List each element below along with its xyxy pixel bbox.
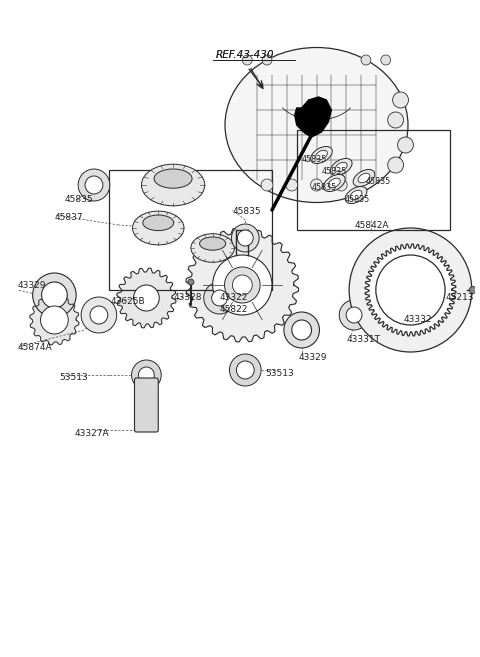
Circle shape — [85, 176, 103, 194]
Text: 53513: 53513 — [265, 369, 294, 378]
FancyBboxPatch shape — [134, 378, 158, 432]
Circle shape — [336, 179, 347, 191]
Circle shape — [393, 92, 408, 108]
Circle shape — [284, 312, 320, 348]
Text: 43322: 43322 — [219, 294, 248, 302]
Ellipse shape — [353, 170, 375, 187]
Text: 53513: 53513 — [60, 373, 88, 382]
Circle shape — [40, 306, 68, 334]
Circle shape — [212, 290, 228, 306]
Text: 45874A: 45874A — [18, 342, 52, 351]
Circle shape — [388, 112, 404, 128]
Ellipse shape — [345, 187, 367, 204]
Circle shape — [236, 361, 254, 379]
Ellipse shape — [311, 147, 332, 164]
Circle shape — [469, 286, 476, 294]
Ellipse shape — [142, 164, 205, 206]
Ellipse shape — [336, 162, 347, 171]
Circle shape — [238, 230, 253, 246]
Circle shape — [42, 282, 67, 308]
Circle shape — [349, 228, 472, 352]
Circle shape — [286, 179, 298, 191]
Text: REF.43-430: REF.43-430 — [216, 50, 274, 60]
Text: 43329: 43329 — [299, 353, 327, 361]
Circle shape — [339, 300, 369, 330]
Polygon shape — [365, 244, 456, 336]
Circle shape — [292, 320, 312, 340]
Text: 45835: 45835 — [312, 183, 337, 193]
Circle shape — [188, 279, 194, 285]
Circle shape — [381, 55, 391, 65]
Text: 43327A: 43327A — [74, 428, 109, 438]
Text: 45835: 45835 — [366, 177, 391, 187]
Circle shape — [90, 306, 108, 324]
Bar — [109, 170, 272, 290]
Text: 43331T: 43331T — [346, 336, 380, 344]
Circle shape — [388, 157, 404, 173]
Circle shape — [376, 255, 445, 325]
Circle shape — [132, 360, 161, 390]
Circle shape — [311, 179, 323, 191]
Ellipse shape — [200, 237, 226, 250]
Text: 43332: 43332 — [404, 315, 432, 325]
Text: REF.43-430: REF.43-430 — [216, 50, 274, 60]
Circle shape — [397, 137, 413, 153]
Polygon shape — [30, 295, 79, 345]
Circle shape — [33, 273, 76, 317]
Circle shape — [133, 285, 159, 311]
Ellipse shape — [324, 175, 345, 192]
Text: 45835: 45835 — [344, 196, 370, 204]
Text: 43329: 43329 — [18, 281, 46, 290]
Polygon shape — [186, 228, 299, 342]
Circle shape — [242, 55, 252, 65]
Text: 45835: 45835 — [64, 196, 93, 204]
Ellipse shape — [328, 178, 340, 188]
Polygon shape — [117, 268, 176, 328]
Circle shape — [386, 292, 402, 308]
Circle shape — [204, 282, 235, 314]
Circle shape — [378, 284, 409, 316]
Ellipse shape — [154, 169, 192, 188]
Circle shape — [261, 179, 273, 191]
Circle shape — [138, 367, 154, 383]
Ellipse shape — [143, 215, 174, 231]
Ellipse shape — [330, 158, 352, 175]
Ellipse shape — [191, 234, 234, 262]
Ellipse shape — [132, 211, 184, 245]
Circle shape — [346, 307, 362, 323]
Text: 45835: 45835 — [322, 168, 347, 177]
Text: 43213: 43213 — [445, 294, 474, 302]
Circle shape — [361, 55, 371, 65]
Ellipse shape — [225, 47, 408, 202]
Ellipse shape — [315, 150, 327, 160]
Text: 45837: 45837 — [54, 214, 83, 223]
Circle shape — [232, 275, 252, 295]
Text: 43328: 43328 — [173, 294, 202, 302]
Ellipse shape — [358, 173, 370, 183]
Circle shape — [81, 297, 117, 333]
Circle shape — [262, 55, 272, 65]
Text: 45835: 45835 — [232, 208, 261, 217]
Polygon shape — [295, 97, 331, 137]
Text: 45835: 45835 — [301, 156, 327, 164]
Text: 45842A: 45842A — [354, 221, 389, 229]
Circle shape — [78, 169, 110, 201]
Circle shape — [225, 267, 260, 303]
Bar — [297, 130, 450, 230]
Circle shape — [231, 224, 259, 252]
Text: 45822: 45822 — [219, 306, 248, 315]
Circle shape — [213, 255, 272, 315]
Circle shape — [229, 354, 261, 386]
Ellipse shape — [350, 191, 362, 200]
Text: 43625B: 43625B — [111, 298, 145, 307]
